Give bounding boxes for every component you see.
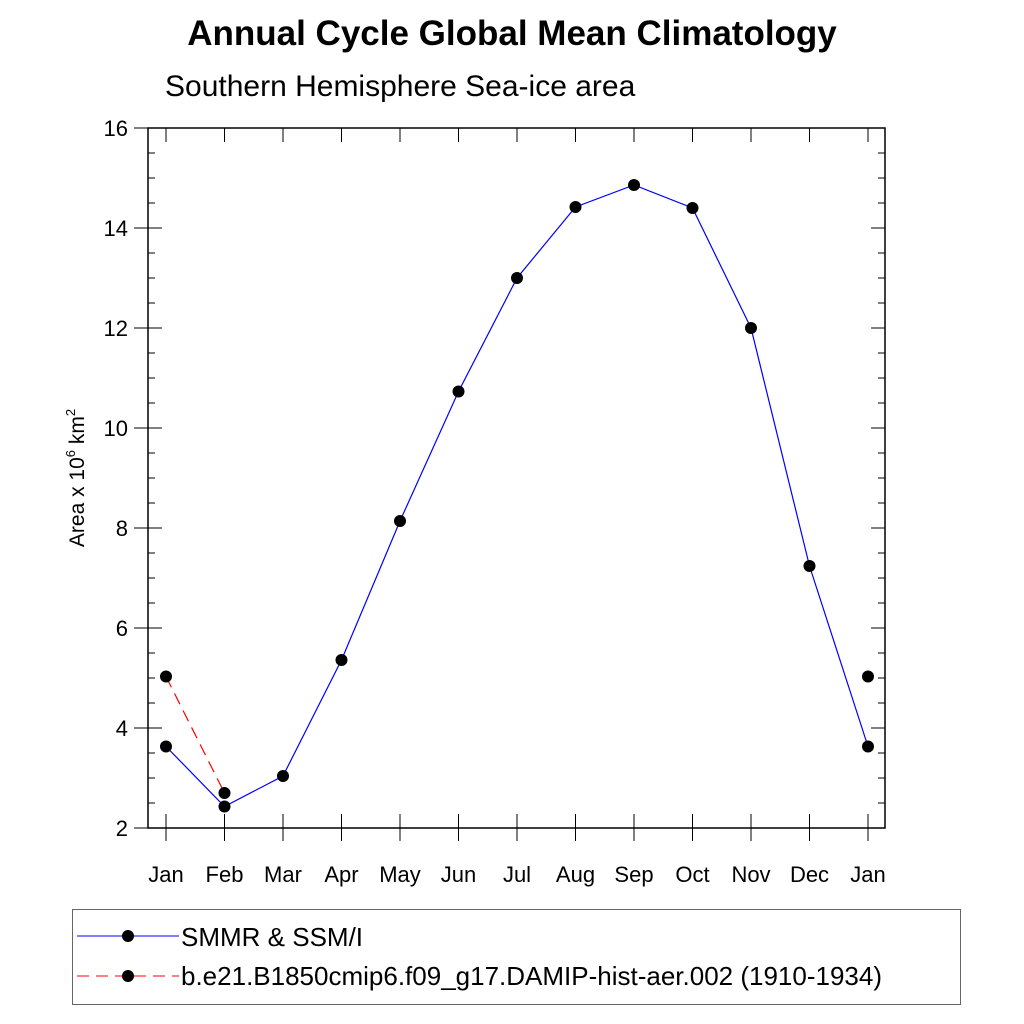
plot-frame [147,127,886,829]
data-point-series-0 [862,740,874,753]
legend-marker-smmr [122,930,134,942]
x-tick-label: Dec [790,862,829,887]
data-point-series-1 [218,787,231,799]
y-tick-label: 14 [104,216,128,241]
data-point-series-0 [628,179,640,191]
x-tick-label: Mar [264,862,302,887]
x-tick-label: Apr [324,862,358,887]
y-tick-label: 10 [104,416,128,441]
data-point-series-1 [862,670,874,683]
series-line-1 [165,676,226,794]
x-tick-label: Jan [850,862,885,887]
x-tick-label: Sep [614,862,653,887]
data-point-series-0 [160,740,172,753]
data-point-series-1 [160,670,172,683]
y-tick-label: 6 [116,616,128,641]
data-point-series-0 [511,272,523,284]
y-tick-label: 12 [104,316,128,341]
y-tick-label: 8 [116,516,128,541]
chart-title: Annual Cycle Global Mean Climatology [187,14,837,53]
x-tick-label: Oct [675,862,709,887]
x-tick-label: Feb [206,862,244,887]
x-tick-label: Jul [503,862,531,887]
x-tick-label: Aug [556,862,595,887]
y-tick-label: 2 [116,816,128,841]
x-tick-label: Nov [731,862,770,887]
legend: SMMR & SSM/I b.e21.B1850cmip6.f09_g17.DA… [72,909,961,1005]
chart-subtitle: Southern Hemisphere Sea-ice area [165,70,636,103]
data-point-series-0 [335,654,348,666]
data-point-series-0 [394,515,406,527]
x-tick-label: May [379,862,421,887]
y-tick-label: 16 [104,116,128,141]
data-point-series-0 [277,770,289,782]
data-point-series-0 [218,800,231,813]
x-tick-label: Jun [441,862,476,887]
y-axis-label: Area x 106 km2 [63,409,89,547]
legend-entry-smmr: SMMR & SSM/I [181,922,364,952]
x-tick-label: Jan [148,862,183,887]
legend-marker-model [122,970,134,982]
data-point-series-0 [452,385,465,398]
data-point-series-0 [569,201,582,213]
y-tick-label: 4 [116,716,128,741]
legend-entry-model: b.e21.B1850cmip6.f09_g17.DAMIP-hist-aer.… [181,961,882,991]
data-point-series-0 [686,202,699,214]
data-point-series-0 [803,560,816,572]
data-point-series-0 [745,322,757,334]
